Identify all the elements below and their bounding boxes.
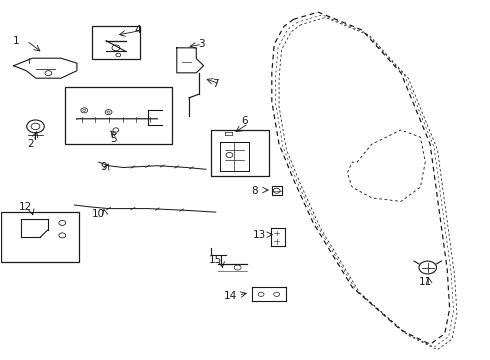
Text: 1: 1 bbox=[13, 36, 19, 46]
Text: 8: 8 bbox=[251, 186, 258, 196]
Text: 9: 9 bbox=[100, 162, 107, 172]
Text: 12: 12 bbox=[19, 202, 32, 212]
Text: 15: 15 bbox=[209, 255, 222, 265]
Text: 13: 13 bbox=[253, 230, 266, 240]
Bar bbox=[92, 26, 140, 59]
Bar bbox=[65, 87, 172, 144]
Text: 4: 4 bbox=[134, 25, 141, 35]
Bar bbox=[1, 212, 79, 262]
Text: 5: 5 bbox=[110, 134, 117, 144]
Text: 6: 6 bbox=[242, 116, 248, 126]
Text: 11: 11 bbox=[418, 277, 432, 287]
Text: 14: 14 bbox=[224, 291, 237, 301]
Text: 2: 2 bbox=[27, 139, 34, 149]
Text: 7: 7 bbox=[213, 78, 219, 89]
Text: 10: 10 bbox=[92, 209, 105, 219]
Bar bbox=[211, 130, 270, 176]
Bar bbox=[272, 186, 282, 195]
Text: 3: 3 bbox=[198, 39, 204, 49]
